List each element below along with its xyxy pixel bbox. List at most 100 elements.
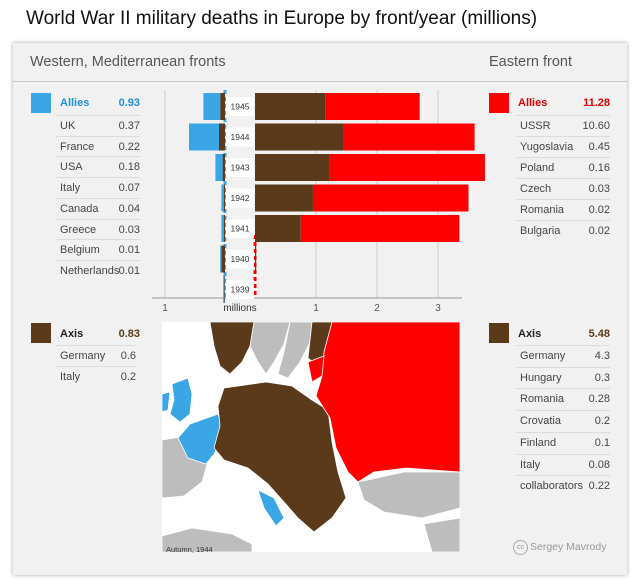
legend-item-value: 0.01 (118, 244, 140, 257)
western-allies-total: 0.93 (118, 97, 140, 109)
legend-row-divider (516, 136, 610, 137)
x-tick-label: 1 (313, 303, 319, 314)
year-label-box (226, 188, 254, 208)
legend-item-label: Germany (60, 350, 106, 362)
map-caption: Autumn, 1944 (166, 545, 213, 554)
x-tick-label: 3 (435, 303, 441, 314)
western-front-header: Western, Mediterranean fronts (30, 54, 226, 70)
page-title: World War II military deaths in Europe b… (26, 8, 538, 29)
western-allies-label: Allies (60, 97, 90, 109)
eastern-front-header: Eastern front (489, 54, 573, 70)
western-allies-bar (221, 215, 224, 242)
year-tick-label: 1941 (231, 224, 250, 234)
legend-item-value: 4.3 (594, 350, 610, 362)
legend-item-label: USA (60, 161, 83, 174)
year-tick-label: 1944 (231, 132, 250, 142)
legend-item-value: 0.07 (118, 182, 140, 195)
western-axis-bar (224, 276, 225, 303)
map-ireland (162, 391, 171, 413)
deaths-by-year-chart: 1945 1944 1943 1942 1941 1940 1939 1 1 2 3 millions (152, 90, 485, 314)
legend-row-divider (516, 115, 610, 116)
year-tick-label: 1945 (231, 102, 250, 112)
year-label-box (226, 158, 254, 177)
year-label-box (226, 280, 254, 299)
x-tick-label: 1 (162, 303, 168, 314)
western-allies-bar (215, 154, 223, 181)
map-britain (169, 377, 193, 423)
map-baltic (307, 355, 325, 383)
creative-commons-icon: cc (513, 540, 528, 555)
legend-item-value: 0.37 (118, 120, 140, 132)
eastern-axis-bar (255, 93, 326, 120)
europe-front-map (162, 322, 460, 552)
eastern-axis-label: Axis (518, 328, 542, 340)
eastern-allies-bar (300, 215, 460, 242)
legend-item-label: Yugoslavia (520, 141, 574, 153)
legend-item-value: 0.28 (588, 393, 610, 406)
western-axis-label: Axis (60, 328, 84, 340)
legend-item-label: Hungary (520, 371, 562, 384)
legend-row-divider (516, 388, 610, 390)
year-tick-label: 1942 (231, 193, 250, 203)
legend-item-label: Italy (520, 458, 541, 471)
western-allies-bar (221, 184, 224, 212)
western-axis-total: 0.83 (118, 328, 140, 340)
eastern-axis-bar (255, 184, 313, 212)
legend-item-value: 0.22 (118, 140, 140, 153)
legend-row-divider (56, 259, 140, 261)
eastern-allies-label: Allies (518, 97, 548, 109)
year-label-box (226, 219, 254, 238)
map-south-italy (257, 489, 285, 527)
legend-item-label: Italy (60, 371, 81, 383)
legend-row-divider (56, 218, 140, 220)
legend-row-divider (56, 156, 140, 158)
legend-item-label: Canada (60, 202, 99, 215)
eastern-allies-bar (343, 123, 475, 151)
eastern-axis-swatch (489, 323, 509, 343)
legend-item-value: 0.16 (588, 162, 610, 174)
legend-item-label: Romania (520, 204, 565, 216)
legend-row-divider (56, 115, 140, 116)
western-axis-bar (220, 93, 225, 120)
year-label-box (226, 127, 254, 147)
legend-row-divider (56, 345, 136, 346)
year-tick-label: 1943 (231, 163, 250, 173)
western-axis-bar (221, 245, 225, 273)
eastern-allies-bar (312, 184, 469, 212)
legend-item-label: Greece (60, 223, 97, 236)
legend-item-value: 10.60 (582, 120, 610, 132)
x-axis-label: millions (223, 303, 256, 314)
western-axis-bar (222, 154, 225, 181)
legend-row-divider (516, 453, 610, 455)
x-tick-label: 2 (374, 303, 380, 314)
legend-row-divider (56, 239, 140, 241)
eastern-axis-total: 5.48 (588, 328, 610, 340)
legend-item-value: 0.1 (594, 436, 610, 449)
western-allies-bar (220, 245, 222, 273)
legend-row-divider (56, 366, 136, 367)
legend-row-divider (516, 410, 610, 412)
western-axis-swatch (31, 323, 51, 343)
eastern-axis-bar (255, 154, 330, 181)
legend-row-divider (516, 345, 610, 346)
legend-item-label: Belgium (60, 244, 100, 257)
legend-item-label: Romania (520, 393, 565, 406)
western-allies-bar (189, 123, 219, 151)
legend-item-value: 0.22 (588, 480, 610, 493)
legend-item-value: 0.04 (118, 202, 140, 215)
legend-item-label: Italy (60, 182, 81, 195)
map-norway (209, 322, 255, 375)
legend-item-label: Netherlands (60, 264, 120, 277)
year-label-box (226, 249, 254, 269)
western-axis-bar (223, 215, 225, 242)
legend-item-value: 0.02 (588, 225, 610, 237)
legend-item-value: 0.45 (588, 141, 610, 153)
legend-item-value: 0.2 (594, 415, 610, 428)
legend-row-divider (516, 157, 610, 158)
legend-item-value: 0.03 (588, 183, 610, 195)
legend-item-label: Germany (520, 350, 566, 362)
legend-item-label: Czech (520, 183, 552, 195)
legend-row-divider (516, 431, 610, 433)
legend-item-value: 0.2 (120, 371, 136, 383)
eastern-axis-bar (255, 123, 344, 151)
